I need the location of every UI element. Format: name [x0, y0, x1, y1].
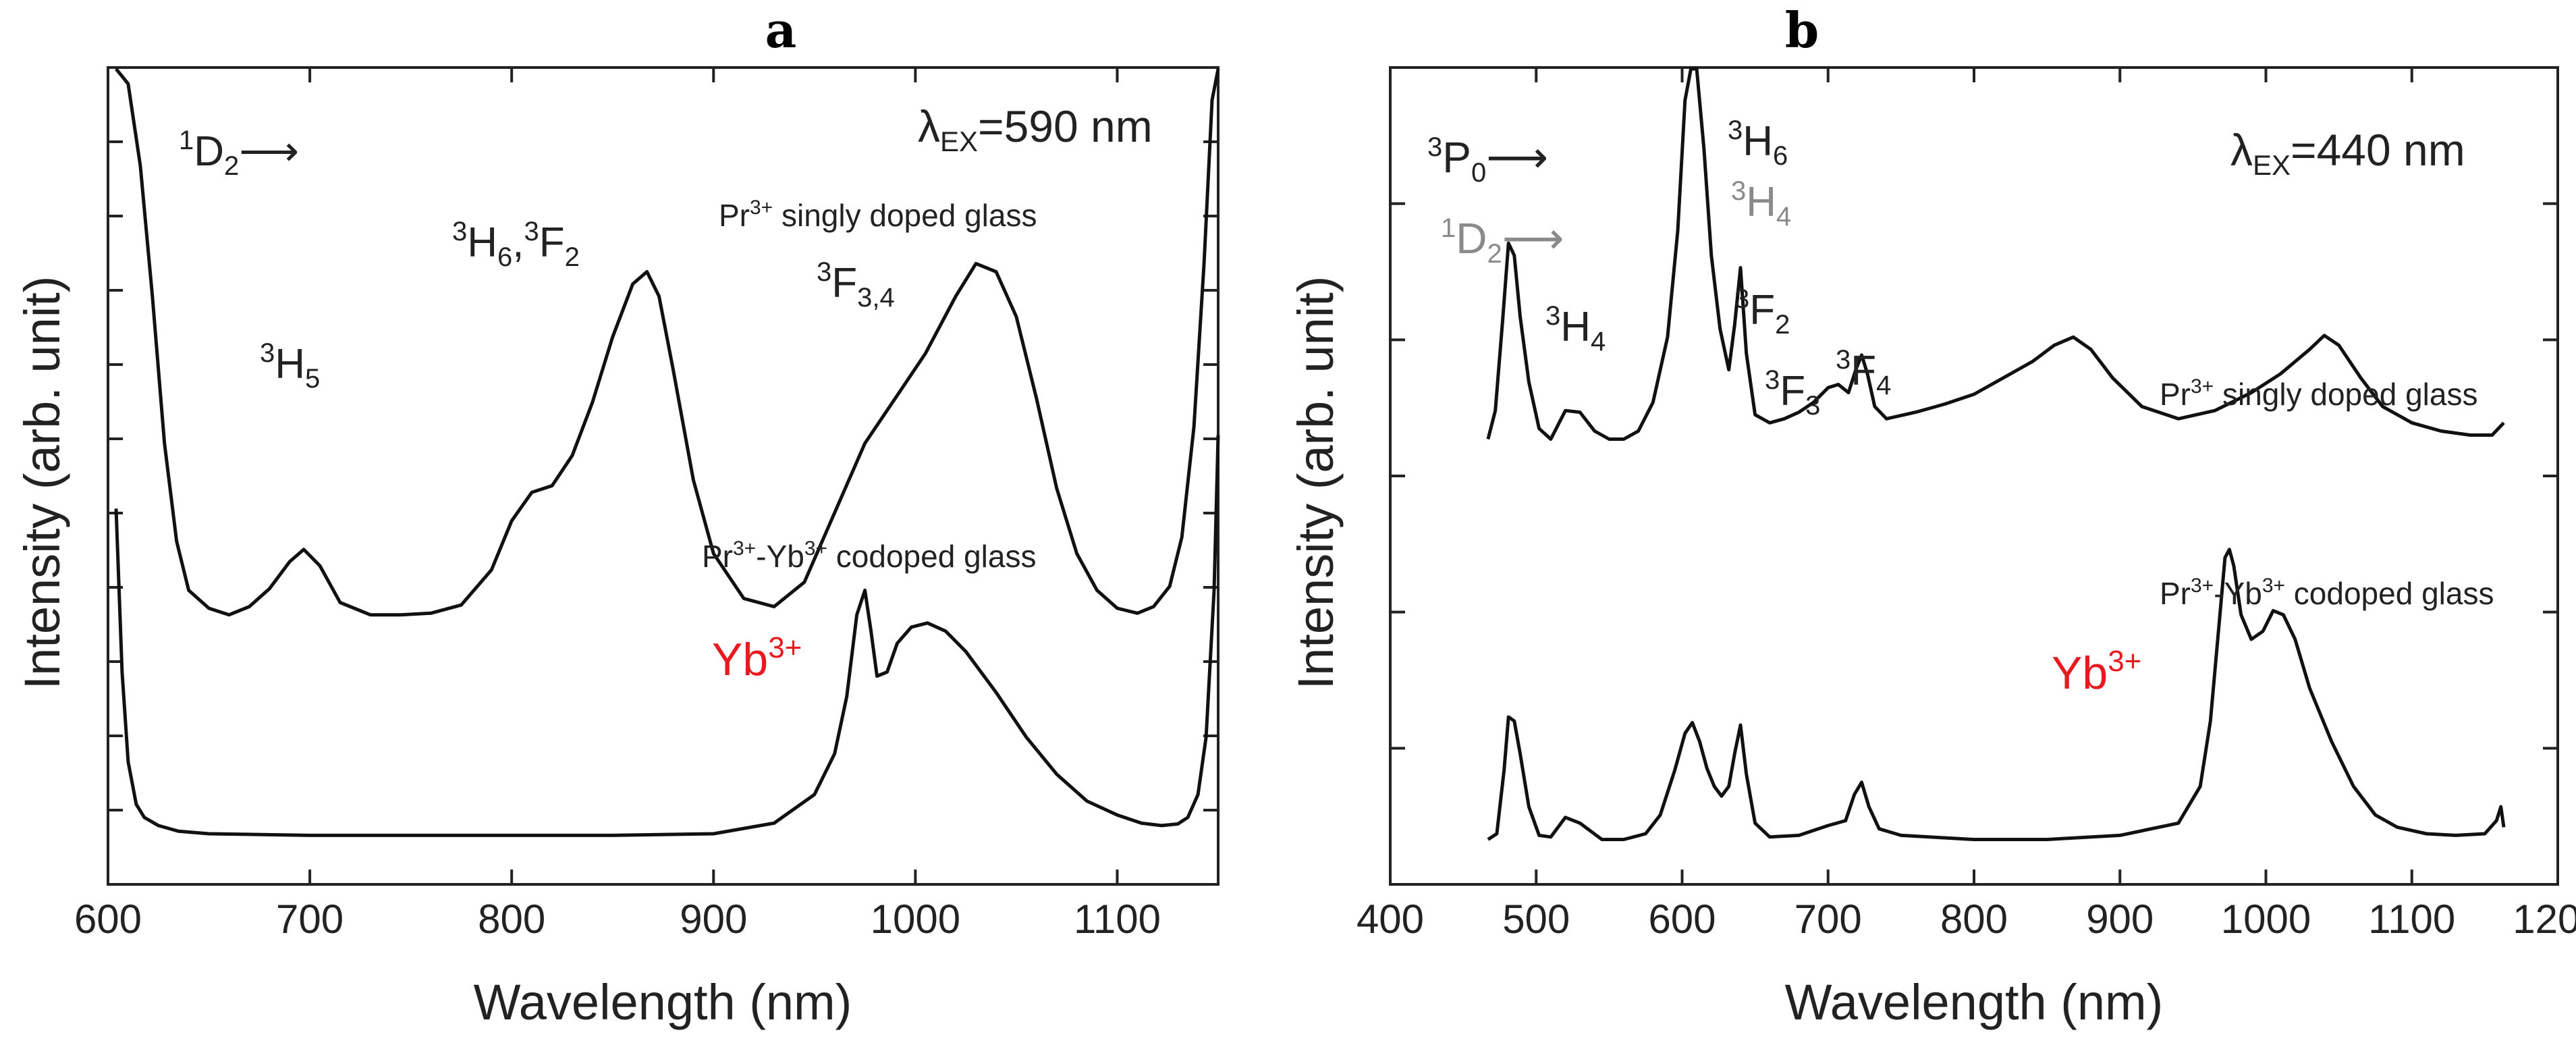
- panel-b-y-axis-title: Intensity (arb. unit): [1288, 276, 1344, 690]
- panel-b-annotation-3f4: 3F4: [1836, 345, 1891, 400]
- panel-b-x-tick-label-900: 900: [2086, 897, 2154, 942]
- panel-a-annotation-3h6-3f2: 3H6,3F2: [452, 217, 580, 272]
- panel-b-series-singly-doped-line: [1486, 67, 2505, 441]
- panel-a-series-singly-doped-line: [115, 68, 1220, 617]
- panel-a-excitation-label: λEX=590 nm: [918, 101, 1153, 157]
- panel-a-codoped-label: Pr3+-Yb3+ codoped glass: [702, 537, 1036, 574]
- panel-b-annotation-3h4-gray: 3H4: [1731, 176, 1791, 232]
- panel-a-annotation-yb3: Yb3+: [712, 631, 802, 685]
- panel-b-excitation-label: λEX=440 nm: [2230, 125, 2465, 181]
- panel-b-x-tick-label-1000: 1000: [2221, 897, 2311, 942]
- panel-b-ticks: 400 500 600 700 800 900 1000 1100 1200: [1356, 68, 2576, 942]
- panel-b-label: b: [1785, 1, 1819, 59]
- panel-a-y-axis-title: Intensity (arb. unit): [14, 276, 70, 690]
- panel-b-x-tick-label-800: 800: [1940, 897, 2008, 942]
- panel-a: a 600 700 800 900 1000 1100 Wavelength (nm) I…: [14, 1, 1220, 1030]
- panel-a-x-axis-title: Wavelength (nm): [474, 974, 852, 1030]
- panel-b-annotation-3f2: 3F2: [1734, 284, 1790, 340]
- panel-b-singly-doped-label: Pr3+ singly doped glass: [2160, 375, 2477, 412]
- panel-a-x-tick-label-1100: 1100: [1074, 897, 1161, 942]
- panel-b-x-tick-label-500: 500: [1502, 897, 1570, 942]
- panel-b-x-tick-label-400: 400: [1356, 897, 1424, 942]
- panel-b: b 400 500 600 700 800 900 1000 1100 1200 Wavelen…: [1288, 1, 2576, 1030]
- panel-b-x-tick-label-600: 600: [1648, 897, 1716, 942]
- panel-b-x-tick-label-1100: 1100: [2368, 897, 2455, 942]
- panel-a-annotation-3h5: 3H5: [260, 338, 320, 394]
- panel-a-label: a: [765, 1, 797, 59]
- panel-b-frame: [1389, 66, 2559, 886]
- panel-a-series-codoped-line: [114, 435, 1220, 837]
- panel-a-x-tick-label-700: 700: [276, 897, 344, 942]
- panel-b-annotation-3h6: 3H6: [1728, 115, 1788, 171]
- panel-b-x-tick-label-700: 700: [1794, 897, 1862, 942]
- panel-b-codoped-label: Pr3+-Yb3+ codoped glass: [2160, 575, 2494, 611]
- panel-b-x-axis-title: Wavelength (nm): [1785, 974, 2164, 1030]
- panel-b-x-tick-label-1200: 1200: [2513, 897, 2576, 942]
- panel-a-singly-doped-label: Pr3+ singly doped glass: [719, 196, 1037, 233]
- panel-b-annotation-3f3: 3F3: [1765, 365, 1820, 421]
- panel-b-annotation-1d2-gray: 1D2⟶: [1441, 213, 1564, 269]
- panel-b-annotation-yb3: Yb3+: [2052, 645, 2141, 699]
- panel-b-annotation-3p0: 3P0⟶: [1427, 132, 1548, 188]
- panel-a-x-tick-label-800: 800: [478, 897, 545, 942]
- panel-a-x-tick-label-1000: 1000: [871, 897, 960, 942]
- panel-b-series-codoped-line: [1487, 548, 2506, 841]
- panel-a-frame: [107, 66, 1220, 886]
- panel-a-annotation-3f34: 3F3,4: [817, 257, 895, 313]
- panel-a-x-tick-label-900: 900: [680, 897, 747, 942]
- panel-a-ticks: 600 700 800 900 1000 1100: [74, 68, 1218, 942]
- panel-b-annotation-3h4: 3H4: [1545, 301, 1606, 356]
- panel-a-x-tick-label-600: 600: [74, 897, 142, 942]
- panel-a-annotation-1d2: 1D2⟶: [179, 126, 299, 181]
